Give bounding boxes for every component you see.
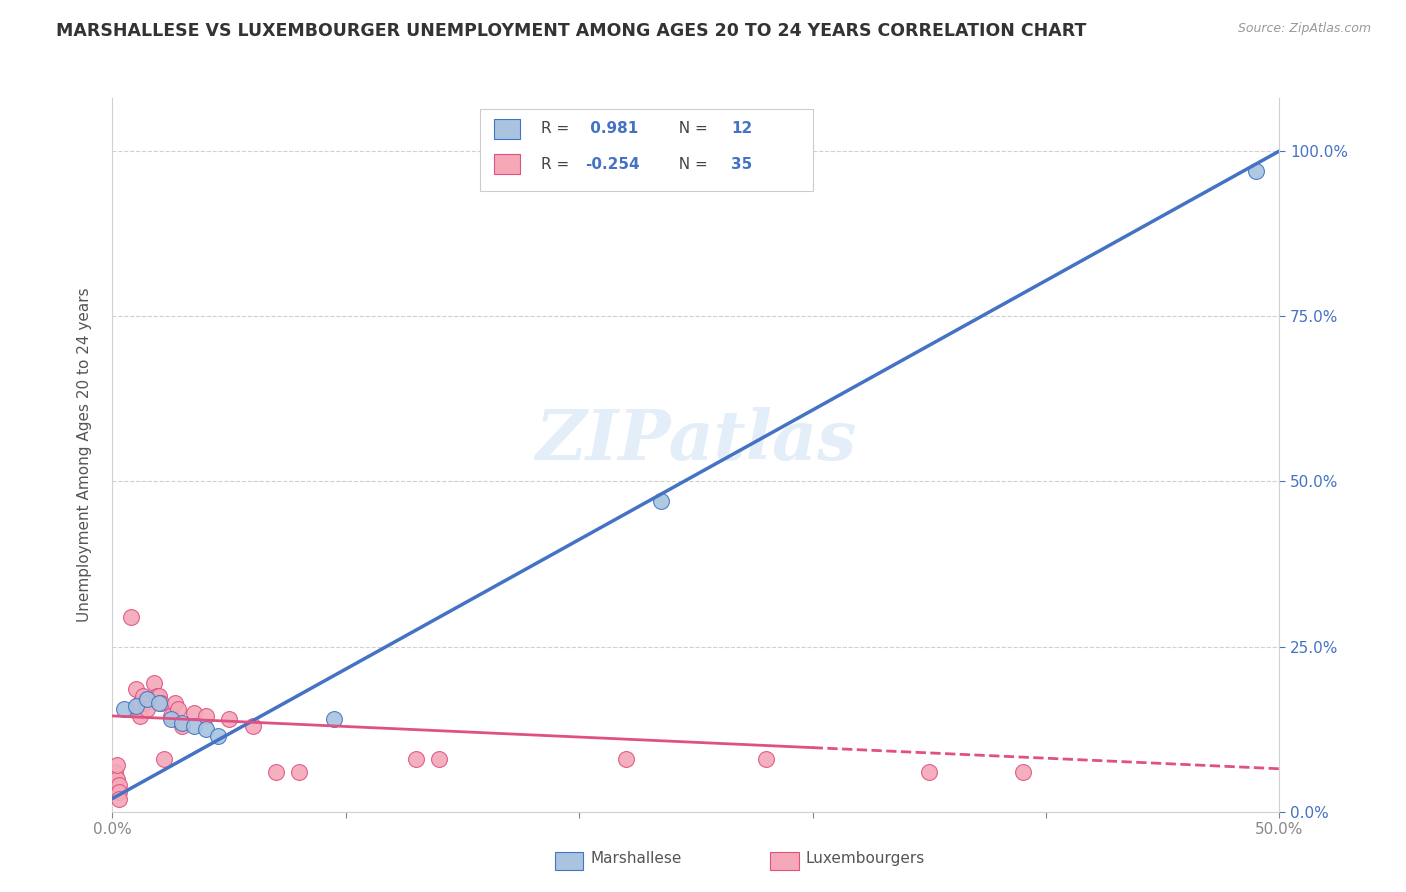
- Point: [1011, 765, 1033, 780]
- Point: [108, 785, 131, 799]
- Point: [1244, 163, 1267, 178]
- Text: 35: 35: [731, 157, 752, 172]
- Point: [405, 752, 427, 766]
- Point: [150, 696, 173, 710]
- Text: 0.981: 0.981: [585, 121, 638, 136]
- Point: [125, 682, 148, 697]
- Bar: [494, 154, 520, 175]
- Point: [172, 719, 194, 733]
- Text: 12: 12: [731, 121, 752, 136]
- Point: [172, 715, 194, 730]
- Point: [146, 689, 169, 703]
- Point: [148, 689, 170, 703]
- Text: R =: R =: [541, 121, 574, 136]
- Point: [132, 689, 155, 703]
- Point: [136, 692, 159, 706]
- Point: [183, 706, 205, 720]
- Point: [143, 676, 166, 690]
- Text: N =: N =: [669, 121, 713, 136]
- Point: [650, 494, 672, 508]
- Text: -0.254: -0.254: [585, 157, 640, 172]
- Text: R =: R =: [541, 157, 574, 172]
- Point: [165, 696, 187, 710]
- Point: [112, 702, 135, 716]
- Point: [218, 712, 240, 726]
- Point: [108, 791, 131, 805]
- Text: N =: N =: [669, 157, 713, 172]
- Point: [918, 765, 941, 780]
- FancyBboxPatch shape: [479, 109, 813, 191]
- Point: [120, 609, 142, 624]
- Point: [125, 698, 148, 713]
- Text: Luxembourgers: Luxembourgers: [806, 852, 925, 866]
- Point: [148, 696, 170, 710]
- Point: [288, 765, 311, 780]
- Point: [194, 722, 217, 736]
- Point: [129, 709, 152, 723]
- Point: [323, 712, 346, 726]
- Point: [129, 696, 152, 710]
- Point: [134, 696, 156, 710]
- Point: [755, 752, 778, 766]
- Point: [194, 709, 217, 723]
- Text: Marshallese: Marshallese: [591, 852, 682, 866]
- Text: MARSHALLESE VS LUXEMBOURGER UNEMPLOYMENT AMONG AGES 20 TO 24 YEARS CORRELATION C: MARSHALLESE VS LUXEMBOURGER UNEMPLOYMENT…: [56, 22, 1087, 40]
- Point: [166, 702, 188, 716]
- Point: [160, 709, 183, 723]
- Point: [105, 772, 128, 786]
- Point: [427, 752, 450, 766]
- Point: [104, 765, 127, 780]
- Point: [207, 729, 229, 743]
- Point: [183, 719, 205, 733]
- Y-axis label: Unemployment Among Ages 20 to 24 years: Unemployment Among Ages 20 to 24 years: [77, 287, 91, 623]
- Point: [153, 752, 176, 766]
- Point: [136, 702, 159, 716]
- Text: ZIPatlas: ZIPatlas: [536, 407, 856, 475]
- Point: [108, 778, 131, 792]
- Point: [242, 719, 264, 733]
- Bar: [494, 119, 520, 139]
- Point: [125, 702, 148, 716]
- Point: [264, 765, 287, 780]
- Point: [160, 712, 183, 726]
- Point: [105, 758, 128, 772]
- Point: [614, 752, 637, 766]
- Text: Source: ZipAtlas.com: Source: ZipAtlas.com: [1237, 22, 1371, 36]
